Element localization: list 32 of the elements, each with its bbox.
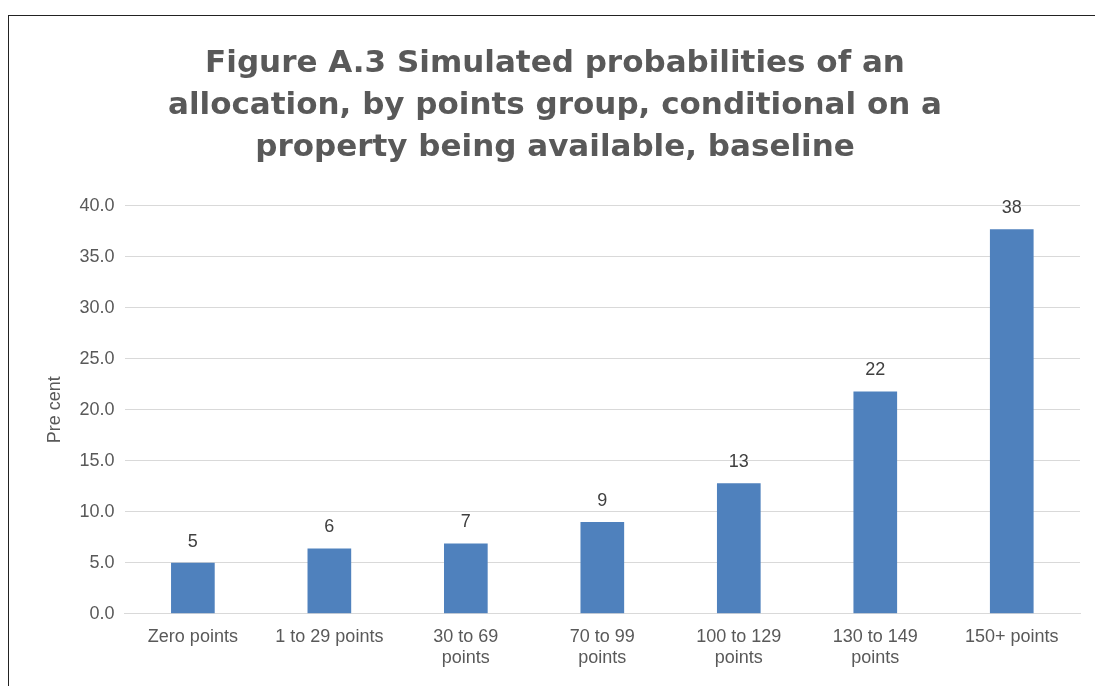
y-tick-label: 5.0 — [89, 551, 115, 572]
y-tick-label: 20.0 — [79, 398, 115, 419]
data-label: 7 — [460, 511, 471, 532]
y-tick-label: 0.0 — [89, 602, 115, 623]
x-tick-label: 70 to 99 points — [569, 625, 635, 668]
data-label: 38 — [1001, 197, 1022, 218]
data-label: 6 — [324, 516, 335, 537]
y-tick-label: 35.0 — [79, 245, 115, 266]
chart-title: Figure A.3 Simulated probabilities of an allocation, by points group, conditional on a property being available, baseline — [167, 42, 943, 165]
bar — [989, 229, 1034, 614]
bar — [580, 522, 625, 614]
bar — [444, 543, 488, 614]
y-tick-label: 25.0 — [79, 347, 115, 368]
bar — [853, 391, 898, 614]
y-axis-title: Pre cent — [43, 376, 64, 444]
x-tick-label: 1 to 29 points — [275, 625, 384, 646]
y-tick-label: 30.0 — [79, 296, 115, 317]
data-label: 13 — [728, 451, 749, 472]
x-tick-label: 130 to 149 points — [832, 625, 918, 668]
x-tick-label: Zero points — [147, 625, 238, 646]
data-label: 5 — [187, 530, 198, 551]
bar — [716, 483, 761, 614]
y-tick-label: 40.0 — [79, 194, 115, 215]
bar — [171, 562, 215, 614]
data-label: 9 — [597, 489, 608, 510]
data-label: 22 — [865, 359, 886, 380]
x-tick-label: 30 to 69 points — [433, 625, 499, 668]
x-tick-label: 150+ points — [964, 625, 1059, 646]
y-tick-label: 15.0 — [79, 449, 115, 470]
bar — [307, 548, 352, 614]
y-tick-label: 10.0 — [79, 500, 115, 521]
x-tick-label: 100 to 129 points — [696, 625, 782, 668]
